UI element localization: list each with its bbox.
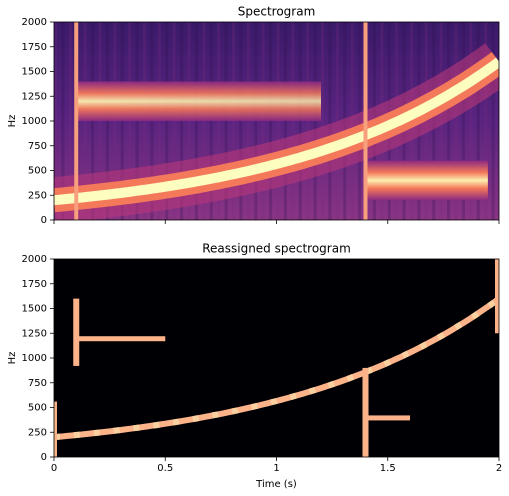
- y-axis-label: Hz: [7, 115, 18, 128]
- x-tick-label: 1: [273, 463, 279, 474]
- impulse: [73, 298, 80, 366]
- y-tick-label: 1000: [22, 353, 47, 364]
- y-tick-label: 500: [28, 403, 47, 414]
- noise-stripe: [461, 22, 465, 220]
- harmonic: [365, 415, 410, 421]
- harmonic-band: [365, 160, 488, 201]
- harmonic: [76, 336, 166, 342]
- impulse: [362, 367, 369, 457]
- y-tick-label: 1500: [22, 67, 47, 78]
- y-tick-label: 1250: [22, 91, 47, 102]
- impulse: [74, 22, 79, 220]
- noise-stripe: [491, 22, 495, 220]
- noise-stripe: [454, 22, 458, 220]
- y-tick-label: 1500: [22, 304, 47, 315]
- y-tick-label: 2000: [22, 17, 47, 28]
- y-tick-label: 1250: [22, 328, 47, 339]
- y-tick-label: 1750: [22, 42, 47, 53]
- y-tick-label: 1750: [22, 279, 47, 290]
- y-tick-label: 0: [41, 215, 47, 226]
- chirp: [54, 57, 499, 206]
- y-tick-label: 250: [28, 190, 47, 201]
- x-tick-label: 0: [51, 463, 57, 474]
- noise-stripe: [476, 22, 480, 220]
- y-tick-label: 0: [41, 452, 47, 463]
- impulse: [363, 22, 368, 220]
- noise-stripe: [61, 22, 65, 220]
- impulse: [495, 259, 499, 334]
- chirp-dash: [54, 296, 499, 441]
- x-tick-label: 1.5: [380, 463, 396, 474]
- noise-stripe: [469, 22, 473, 220]
- harmonic-band: [76, 81, 321, 121]
- impulse: [54, 401, 57, 457]
- y-tick-label: 1000: [22, 116, 47, 127]
- y-tick-label: 750: [28, 378, 47, 389]
- x-tick-label: 2: [496, 463, 502, 474]
- noise-stripe: [335, 22, 339, 220]
- y-tick-label: 750: [28, 141, 47, 152]
- chart-title: Spectrogram: [238, 5, 316, 19]
- noise-stripe: [484, 22, 488, 220]
- noise-stripe: [54, 22, 57, 220]
- y-tick-label: 2000: [22, 254, 47, 265]
- noise-stripe: [321, 22, 324, 220]
- y-tick-label: 500: [28, 166, 47, 177]
- plot-area: [54, 22, 499, 220]
- harmonic-band: [76, 81, 321, 121]
- x-tick-label: 0.5: [157, 463, 173, 474]
- noise-stripe: [68, 22, 72, 220]
- x-axis-label: Time (s): [255, 479, 297, 490]
- chart-title: Reassigned spectrogram: [202, 242, 351, 256]
- y-axis-label: Hz: [7, 352, 18, 365]
- noise-stripe: [328, 22, 332, 220]
- y-tick-label: 250: [28, 427, 47, 438]
- reassigned-background: [54, 259, 499, 457]
- plot-area: [54, 259, 499, 457]
